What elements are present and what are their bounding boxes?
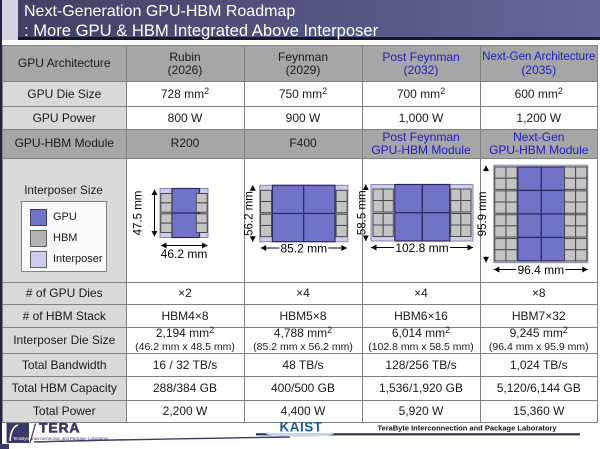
svg-text:TeraByte: TeraByte [13, 436, 31, 441]
svg-text:Interconnection and Package La: Interconnection and Package Laboratory [31, 436, 109, 441]
svg-text:TeraByte Interconnection and P: TeraByte Interconnection and Package Lab… [377, 424, 557, 433]
